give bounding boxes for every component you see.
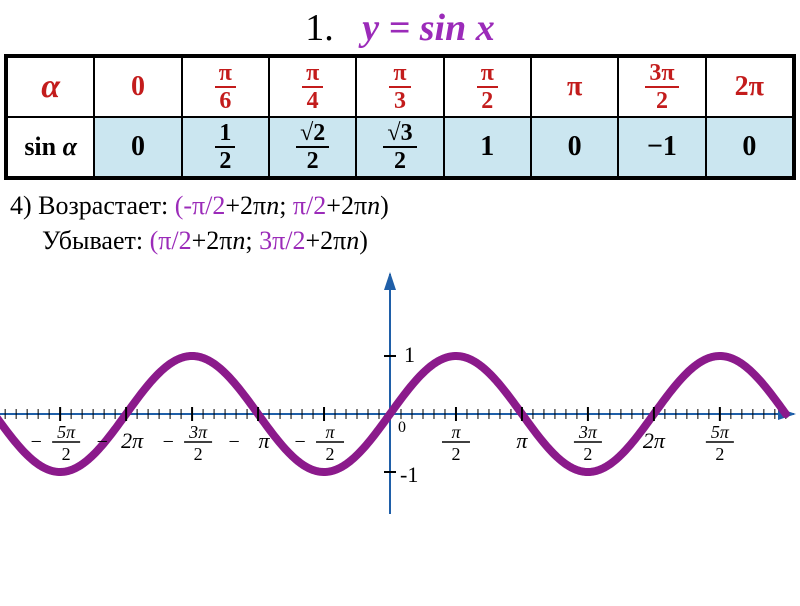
svg-text:π: π	[516, 428, 528, 453]
svg-text:−: −	[161, 431, 175, 453]
monotonicity-text: 4) Возрастает: (-π/2+2πn; π/2+2πn) Убыва…	[10, 188, 800, 258]
svg-text:5π: 5π	[57, 422, 76, 442]
inc-sep: ;	[279, 191, 286, 220]
increasing-label: Возрастает:	[38, 191, 168, 220]
dec-close: )	[359, 226, 368, 255]
svg-text:2: 2	[194, 444, 203, 464]
svg-text:2: 2	[583, 444, 592, 464]
svg-text:2: 2	[451, 444, 460, 464]
svg-text:π: π	[259, 428, 271, 453]
decreasing-label: Убывает:	[42, 226, 143, 255]
dec-sep: ;	[245, 226, 252, 255]
sine-chart: 1-10−5π2−2π−3π2−π−π2π2π3π22π5π2	[0, 264, 800, 524]
title-function: y = sin x	[362, 7, 495, 49]
svg-text:0: 0	[398, 419, 406, 436]
dec-m1: +2π	[192, 226, 233, 255]
svg-text:−: −	[95, 431, 109, 453]
dec-n1: n	[232, 226, 245, 255]
sine-chart-svg: 1-10−5π2−2π−3π2−π−π2π2π3π22π5π2	[0, 264, 800, 524]
dec-m2: +2π	[305, 226, 346, 255]
svg-text:3π: 3π	[188, 422, 208, 442]
svg-text:-1: -1	[400, 462, 418, 487]
svg-text:−: −	[29, 431, 43, 453]
svg-text:3π: 3π	[578, 422, 598, 442]
title-number: 1.	[305, 7, 334, 49]
values-table: α0π6π4π3π2π3π22πsin α012√22√3210−10	[4, 54, 796, 180]
svg-text:1: 1	[404, 342, 415, 367]
svg-text:−: −	[227, 431, 241, 453]
svg-text:−: −	[293, 431, 307, 453]
item-number: 4)	[10, 191, 32, 220]
svg-text:2: 2	[715, 444, 724, 464]
svg-text:2π: 2π	[643, 428, 666, 453]
svg-text:2: 2	[326, 444, 335, 464]
inc-b: π/2	[293, 191, 326, 220]
svg-text:2π: 2π	[121, 428, 144, 453]
svg-text:π: π	[326, 422, 336, 442]
svg-text:5π: 5π	[711, 422, 730, 442]
inc-open: (-π/2	[175, 191, 226, 220]
page-title: 1. y = sin x	[0, 6, 800, 50]
svg-text:π: π	[451, 422, 461, 442]
svg-text:2: 2	[62, 444, 71, 464]
dec-n2: n	[346, 226, 359, 255]
dec-open: (π/2	[150, 226, 192, 255]
inc-n1: n	[266, 191, 279, 220]
inc-n2: n	[367, 191, 380, 220]
inc-m1: +2π	[225, 191, 266, 220]
inc-close: )	[380, 191, 389, 220]
inc-m2: +2π	[326, 191, 367, 220]
dec-b: 3π/2	[259, 226, 305, 255]
